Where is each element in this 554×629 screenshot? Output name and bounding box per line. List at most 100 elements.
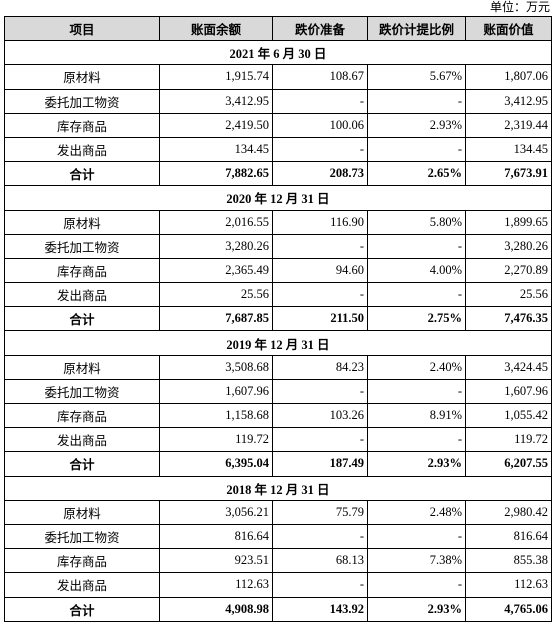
value-cell: -	[272, 572, 368, 598]
value-cell: 7,882.65	[159, 161, 273, 187]
section-title: 2021 年 6 月 30 日	[4, 40, 552, 66]
value-cell: 2,319.44	[465, 112, 552, 138]
data-row: 发出商品 134.45- -134.45	[4, 136, 552, 163]
item-name: 库存商品	[4, 402, 160, 429]
item-name: 委托加工物资	[4, 378, 160, 405]
value-cell: 6,395.04	[159, 451, 273, 477]
section-title: 2018 年 12 月 31 日	[4, 475, 552, 501]
value-cell: 187.49	[272, 451, 368, 477]
value-cell: 143.92	[272, 596, 368, 622]
value-cell: -	[272, 523, 368, 550]
data-row: 原材料 2,016.55 116.90 5.80% 1,899.65	[4, 209, 552, 235]
item-name: 合计	[4, 161, 160, 187]
value-cell: 94.60	[272, 257, 368, 284]
value-cell: 2.93%	[367, 112, 466, 138]
value-cell: 2.40%	[367, 354, 466, 380]
value-cell: 25.56	[159, 282, 273, 308]
item-name: 委托加工物资	[4, 88, 160, 114]
value-cell: 2.93%	[367, 451, 466, 477]
value-cell: 2.75%	[367, 306, 466, 332]
item-name: 库存商品	[4, 548, 160, 574]
section-row: 2021 年 6 月 30 日	[4, 40, 552, 66]
value-cell: 4,765.06	[465, 596, 552, 622]
value-cell: 1,807.06	[465, 64, 552, 90]
data-row: 发出商品 25.56- -25.56	[4, 282, 552, 308]
total-row: 合计 7,687.85 211.50 2.75% 7,476.35	[4, 306, 552, 332]
value-cell: 108.67	[272, 64, 368, 90]
value-cell: 100.06	[272, 112, 368, 138]
value-cell: 5.67%	[367, 64, 466, 90]
data-row: 原材料 3,056.21 75.79 2.48% 2,980.42	[4, 499, 552, 525]
value-cell: -	[272, 378, 368, 405]
value-cell: 2.48%	[367, 499, 466, 525]
value-cell: -	[272, 136, 368, 163]
value-cell: -	[367, 523, 466, 550]
section-title: 2020 年 12 月 31 日	[4, 185, 552, 211]
item-name: 发出商品	[4, 282, 160, 308]
value-cell: 84.23	[272, 354, 368, 380]
item-name: 库存商品	[4, 112, 160, 138]
header-cell: 跌价计提比例	[367, 15, 466, 42]
value-cell: 75.79	[272, 499, 368, 525]
item-name: 合计	[4, 596, 160, 622]
value-cell: 5.80%	[367, 209, 466, 235]
header-cell: 项目	[4, 15, 160, 42]
value-cell: -	[367, 378, 466, 405]
value-cell: 3,056.21	[159, 499, 273, 525]
value-cell: 855.38	[465, 548, 552, 574]
data-row: 委托加工物资 816.64- -816.64	[4, 523, 552, 550]
data-row: 库存商品 1,158.68 103.26 8.91% 1,055.42	[4, 402, 552, 429]
value-cell: 25.56	[465, 282, 552, 308]
header-cell: 跌价准备	[272, 15, 368, 42]
data-row: 委托加工物资 3,412.95- -3,412.95	[4, 88, 552, 114]
value-cell: 816.64	[159, 523, 273, 550]
data-row: 库存商品 923.51 68.13 7.38% 855.38	[4, 548, 552, 574]
value-cell: -	[367, 136, 466, 163]
value-cell: 923.51	[159, 548, 273, 574]
section-row: 2020 年 12 月 31 日	[4, 185, 552, 211]
value-cell: 103.26	[272, 402, 368, 429]
value-cell: -	[367, 282, 466, 308]
value-cell: 2,980.42	[465, 499, 552, 525]
value-cell: 68.13	[272, 548, 368, 574]
value-cell: 3,508.68	[159, 354, 273, 380]
value-cell: 2.65%	[367, 161, 466, 187]
inventory-table: 项目 账面余额 跌价准备 跌价计提比例 账面价值 2021 年 6 月 30 日原材料 1,…	[4, 15, 552, 622]
value-cell: 3,424.45	[465, 354, 552, 380]
item-name: 原材料	[4, 499, 160, 525]
item-name: 合计	[4, 306, 160, 332]
data-row: 原材料 1,915.74 108.67 5.67% 1,807.06	[4, 64, 552, 90]
item-name: 原材料	[4, 209, 160, 235]
table-body: 项目 账面余额 跌价准备 跌价计提比例 账面价值 2021 年 6 月 30 日原材料 1,…	[4, 15, 552, 622]
value-cell: 1,607.96	[465, 378, 552, 405]
data-row: 原材料 3,508.68 84.23 2.40% 3,424.45	[4, 354, 552, 380]
value-cell: 7.38%	[367, 548, 466, 574]
section-row: 2019 年 12 月 31 日	[4, 330, 552, 356]
unit-note: 单位：万元	[489, 0, 550, 14]
value-cell: 2.93%	[367, 596, 466, 622]
value-cell: 116.90	[272, 209, 368, 235]
value-cell: 2,016.55	[159, 209, 273, 235]
item-name: 发出商品	[4, 427, 160, 453]
total-row: 合计 6,395.04 187.49 2.93% 6,207.55	[4, 451, 552, 477]
value-cell: -	[367, 88, 466, 114]
item-name: 库存商品	[4, 257, 160, 284]
value-cell: 1,158.68	[159, 402, 273, 429]
value-cell: 2,365.49	[159, 257, 273, 284]
value-cell: 7,687.85	[159, 306, 273, 332]
value-cell: 4,908.98	[159, 596, 273, 622]
data-row: 发出商品 112.63- -112.63	[4, 572, 552, 598]
value-cell: 112.63	[465, 572, 552, 598]
item-name: 发出商品	[4, 572, 160, 598]
item-name: 原材料	[4, 64, 160, 90]
data-row: 委托加工物资 1,607.96- -1,607.96	[4, 378, 552, 405]
value-cell: 2,270.89	[465, 257, 552, 284]
item-name: 合计	[4, 451, 160, 477]
value-cell: 134.45	[465, 136, 552, 163]
total-row: 合计 7,882.65 208.73 2.65% 7,673.91	[4, 161, 552, 187]
value-cell: 211.50	[272, 306, 368, 332]
header-row: 项目 账面余额 跌价准备 跌价计提比例 账面价值	[4, 15, 552, 42]
value-cell: 3,280.26	[159, 233, 273, 259]
value-cell: 4.00%	[367, 257, 466, 284]
